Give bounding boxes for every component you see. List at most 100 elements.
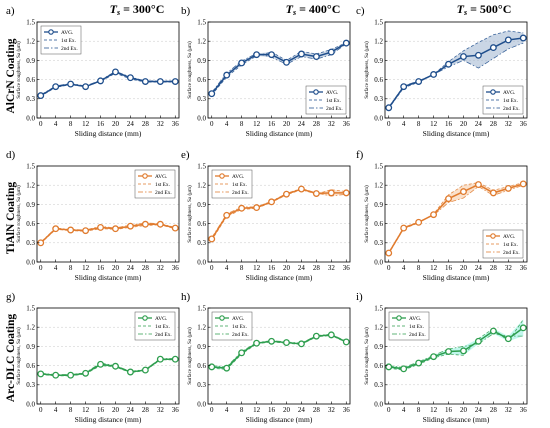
data-point-avg (208, 90, 216, 98)
panel-label: e) (181, 149, 190, 161)
y-tick-label: 0.3 (374, 95, 383, 103)
data-point-avg (82, 83, 90, 91)
column-title-400: Ts = 400°C (286, 2, 341, 17)
y-tick-label: 1.5 (197, 162, 206, 170)
y-tick-label: 1.5 (26, 18, 35, 26)
legend-label: 1st Ex. (61, 38, 76, 44)
data-point-avg (171, 355, 179, 363)
legend: AVG. 1st Ex. 2nd Ex. (305, 85, 347, 115)
column-title-500: Ts = 500°C (457, 2, 512, 17)
legend-label: AVG. (409, 316, 421, 322)
x-tick-label: 28 (142, 120, 150, 128)
legend-label: 2nd Ex. (232, 332, 249, 338)
series-line-avg (211, 334, 347, 369)
y-axis-title: Surface roughness, Sa (μm) (186, 41, 193, 99)
y-tick-label: 1.2 (197, 38, 206, 46)
data-point-avg (415, 359, 423, 367)
x-tick-label: 28 (313, 120, 321, 128)
x-tick-label: 0 (39, 406, 43, 414)
plot-frame (207, 21, 351, 119)
legend-label: 2nd Ex. (503, 250, 520, 256)
y-tick-label: 0.9 (197, 343, 206, 351)
y-tick-label: 1.2 (374, 38, 383, 46)
x-tick-label: 8 (417, 264, 421, 272)
x-axis-title: Sliding distance (mm) (423, 415, 490, 424)
legend: AVG. 1st Ex. 2nd Ex. (134, 169, 176, 199)
x-tick-label: 16 (268, 264, 276, 272)
data-point-avg (504, 36, 512, 44)
series-line-avg (388, 327, 524, 370)
y-tick-label: 0.6 (374, 362, 383, 370)
data-point-avg (141, 78, 149, 85)
legend-box (211, 169, 253, 199)
data-point-avg (504, 335, 512, 343)
legend-marker (490, 233, 496, 239)
data-point-avg (297, 50, 305, 58)
x-tick-label: 20 (460, 406, 468, 414)
data-point-avg (519, 324, 527, 332)
x-tick-label: 32 (505, 264, 513, 272)
y-axis-title: Surface roughness, Sa (μm) (186, 185, 193, 243)
x-tick-label: 20 (460, 120, 468, 128)
legend: AVG. 1st Ex. 2nd Ex. (482, 229, 524, 259)
x-axis-title: Sliding distance (mm) (75, 415, 142, 424)
data-point-avg (283, 339, 290, 347)
chart-panel-c: c) 0 4 8 12 16 20 24 28 32 36 0.0 0.3 0.6 0.9 1.2 1.5 Sli… (356, 5, 528, 138)
data-point-avg (430, 71, 438, 78)
x-tick-label: 8 (240, 264, 244, 272)
data-point-avg (171, 78, 179, 85)
series-line-avg (40, 223, 176, 244)
data-point-avg (223, 211, 231, 219)
data-point-avg (156, 355, 164, 363)
plot-frame (207, 165, 351, 263)
x-tick-label: 16 (445, 406, 453, 414)
data-point-avg (460, 53, 467, 61)
x-tick-label: 20 (460, 264, 468, 272)
legend-box (388, 311, 430, 341)
panel-label: a) (6, 5, 15, 17)
data-point-avg (474, 337, 482, 345)
legend: AVG. 1st Ex. 2nd Ex. (40, 25, 82, 55)
y-tick-label: 1.2 (374, 182, 383, 190)
legend-label: 2nd Ex. (326, 106, 343, 112)
y-tick-label: 0.9 (197, 57, 206, 65)
data-point-avg (489, 44, 497, 52)
data-point-avg (312, 53, 320, 61)
series-line-avg (388, 183, 524, 254)
data-point-avg (112, 225, 119, 233)
y-tick-label: 0.6 (197, 76, 206, 84)
column-title-300: Ts = 300°C (110, 2, 165, 17)
data-point-avg (253, 339, 261, 347)
y-axis-title: Surface roughness, Sa (μm) (15, 327, 22, 385)
y-tick-label: 0.6 (374, 76, 383, 84)
data-point-avg (327, 331, 335, 339)
y-tick-label: 0.9 (374, 201, 383, 209)
x-tick-label: 28 (490, 264, 498, 272)
y-tick-label: 1.2 (197, 182, 206, 190)
data-point-avg (297, 340, 305, 348)
range-band (388, 319, 524, 371)
y-tick-label: 0.6 (26, 362, 35, 370)
legend-label: 1st Ex. (155, 324, 170, 330)
plot-frame (384, 165, 528, 263)
x-tick-label: 4 (402, 406, 406, 414)
data-point-avg (283, 190, 290, 198)
y-tick-label: 1.5 (197, 304, 206, 312)
x-axis-title: Sliding distance (mm) (246, 273, 313, 282)
data-point-avg (97, 360, 104, 368)
x-tick-label: 4 (225, 120, 229, 128)
data-point-avg (52, 83, 60, 91)
x-tick-label: 32 (157, 120, 165, 128)
data-point-avg (489, 189, 497, 197)
data-point-avg (52, 371, 60, 379)
legend: AVG. 1st Ex. 2nd Ex. (482, 85, 524, 115)
x-tick-label: 8 (240, 120, 244, 128)
data-point-avg (312, 332, 320, 340)
x-tick-label: 8 (240, 406, 244, 414)
series-line-avg (211, 42, 347, 95)
x-tick-label: 24 (127, 264, 135, 272)
y-tick-label: 0.0 (26, 114, 35, 122)
data-point-avg (460, 188, 467, 196)
x-tick-label: 36 (343, 406, 351, 414)
series-line-2nd-ex (40, 358, 176, 375)
